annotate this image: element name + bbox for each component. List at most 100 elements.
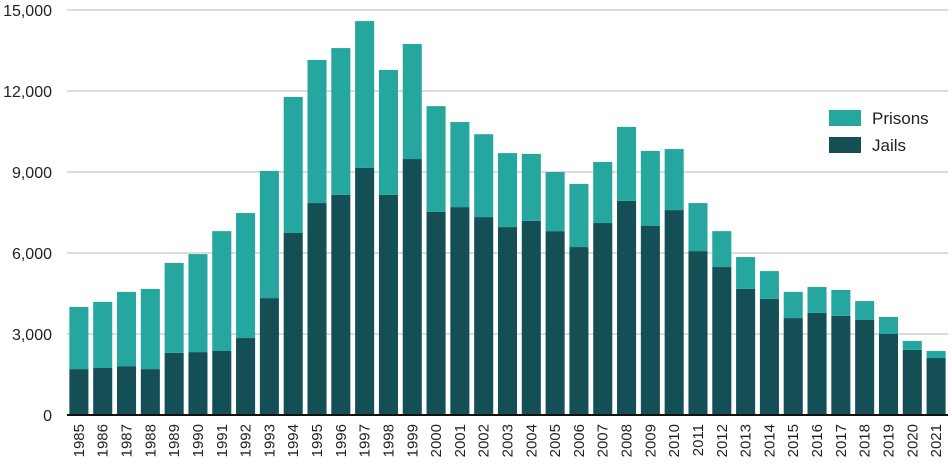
bar-prisons-1986 xyxy=(93,301,113,369)
bar-prisons-2009 xyxy=(640,150,660,226)
x-tick-label: 2008 xyxy=(619,424,636,457)
x-tick-label: 1993 xyxy=(261,424,278,457)
bar-prisons-1988 xyxy=(140,288,160,370)
legend-swatch-jails xyxy=(829,137,861,153)
x-tick-label: 2013 xyxy=(738,424,755,457)
bar-prisons-1999 xyxy=(402,44,422,160)
y-axis: 0 3,000 6,000 9,000 12,000 15,000 xyxy=(3,3,52,425)
bar-prisons-1994 xyxy=(283,96,303,234)
x-tick-label: 2007 xyxy=(595,424,612,457)
bar-prisons-2007 xyxy=(593,162,613,224)
bar-prisons-2008 xyxy=(617,126,637,201)
bar-jails-1997 xyxy=(355,167,375,415)
bar-jails-2005 xyxy=(545,231,565,415)
y-tick-label: 15,000 xyxy=(3,3,52,20)
bar-prisons-1989 xyxy=(164,262,184,353)
x-tick-label: 2003 xyxy=(500,424,517,457)
bar-jails-1988 xyxy=(140,369,160,415)
bar-prisons-2014 xyxy=(759,271,779,299)
bar-prisons-2016 xyxy=(807,287,827,313)
legend-label-jails: Jails xyxy=(872,136,906,155)
bar-jails-2020 xyxy=(902,349,922,415)
x-tick-label: 1992 xyxy=(238,424,255,457)
bar-jails-2017 xyxy=(831,315,851,415)
bar-jails-2013 xyxy=(736,288,756,415)
bar-prisons-2020 xyxy=(902,341,922,350)
y-tick-label: 9,000 xyxy=(12,165,52,182)
x-tick-label: 1989 xyxy=(166,424,183,457)
bar-jails-2000 xyxy=(426,211,446,415)
legend: Prisons Jails xyxy=(829,109,929,155)
y-tick-label: 12,000 xyxy=(3,84,52,101)
x-tick-label: 1999 xyxy=(404,424,421,457)
x-tick-label: 2005 xyxy=(547,424,564,457)
bar-jails-2019 xyxy=(878,334,898,415)
bar-jails-1990 xyxy=(188,352,208,415)
bar-prisons-2021 xyxy=(926,351,946,359)
x-tick-label: 1996 xyxy=(333,424,350,457)
bar-prisons-1993 xyxy=(259,170,279,299)
bar-jails-2006 xyxy=(569,247,589,415)
bar-prisons-1985 xyxy=(69,307,89,370)
x-tick-label: 2004 xyxy=(523,424,540,457)
bars xyxy=(69,21,946,415)
bar-prisons-2003 xyxy=(497,153,518,228)
y-tick-label: 3,000 xyxy=(12,327,52,344)
bar-prisons-1992 xyxy=(236,213,256,339)
x-tick-label: 2000 xyxy=(428,424,445,457)
y-tick-label: 6,000 xyxy=(12,246,52,263)
x-tick-label: 2002 xyxy=(476,424,493,457)
bar-jails-2008 xyxy=(617,200,637,415)
x-tick-label: 2015 xyxy=(785,424,802,457)
bar-jails-2009 xyxy=(640,226,660,415)
bar-jails-1993 xyxy=(259,298,279,415)
x-tick-label: 2020 xyxy=(904,424,921,457)
legend-swatch-prisons xyxy=(829,110,861,126)
x-tick-label: 2018 xyxy=(857,424,874,457)
bar-prisons-2010 xyxy=(664,149,684,211)
bar-jails-2015 xyxy=(783,318,803,415)
bar-prisons-2005 xyxy=(545,172,565,232)
bar-jails-2016 xyxy=(807,312,827,415)
x-tick-label: 1997 xyxy=(357,424,374,457)
bar-prisons-2017 xyxy=(831,289,851,316)
bar-prisons-2018 xyxy=(855,301,875,320)
bar-jails-1989 xyxy=(164,352,184,415)
bar-jails-2007 xyxy=(593,223,613,415)
x-tick-label: 1998 xyxy=(380,424,397,457)
legend-label-prisons: Prisons xyxy=(872,109,929,128)
bar-prisons-2012 xyxy=(712,231,732,268)
x-tick-label: 2010 xyxy=(666,424,683,457)
x-tick-label: 1990 xyxy=(190,424,207,457)
bar-prisons-1998 xyxy=(378,69,398,195)
x-tick-label: 2009 xyxy=(642,424,659,457)
bar-jails-2014 xyxy=(759,298,779,415)
bar-jails-1995 xyxy=(307,203,327,415)
bar-jails-1996 xyxy=(331,194,351,415)
bar-jails-1986 xyxy=(93,368,113,415)
x-tick-label: 2016 xyxy=(809,424,826,457)
x-tick-label: 1987 xyxy=(119,424,136,457)
x-tick-label: 2001 xyxy=(452,424,469,457)
bar-jails-1998 xyxy=(378,194,398,415)
bar-jails-1987 xyxy=(117,366,137,415)
x-tick-label: 1994 xyxy=(285,424,302,457)
bar-prisons-1996 xyxy=(331,48,351,195)
x-tick-label: 2012 xyxy=(714,424,731,457)
x-tick-label: 2021 xyxy=(928,424,945,457)
bar-prisons-2011 xyxy=(688,203,708,252)
bar-jails-2012 xyxy=(712,267,732,415)
bar-prisons-2019 xyxy=(878,316,898,334)
y-tick-label: 0 xyxy=(43,408,52,425)
bar-jails-2018 xyxy=(855,319,875,415)
bar-jails-2011 xyxy=(688,251,708,415)
bar-jails-2021 xyxy=(926,358,946,415)
bar-prisons-2006 xyxy=(569,183,589,248)
bar-jails-1985 xyxy=(69,369,89,415)
bar-prisons-2004 xyxy=(521,153,541,221)
x-tick-label: 1988 xyxy=(142,424,159,457)
bar-jails-1999 xyxy=(402,159,422,415)
x-tick-label: 2019 xyxy=(880,424,897,457)
x-tick-label: 1991 xyxy=(214,424,231,457)
